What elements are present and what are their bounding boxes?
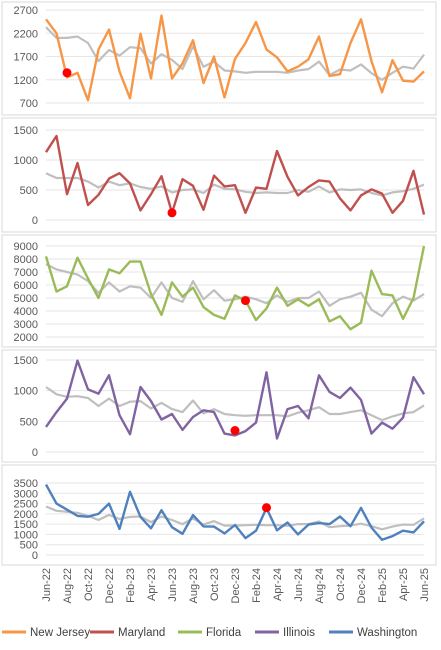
legend-item-new-jersey: New Jersey xyxy=(2,627,90,639)
panel-frame xyxy=(1,1,437,116)
y-tick-label: 1000 xyxy=(14,386,38,398)
legend-label: Florida xyxy=(206,627,242,639)
y-tick-label: 0 xyxy=(32,550,38,562)
legend: New Jersey Maryland Florida Illinois Washing… xyxy=(2,627,417,639)
series-line-average xyxy=(45,172,425,197)
x-tick-label: Dec-23 xyxy=(230,568,242,603)
legend-label: Illinois xyxy=(283,627,315,639)
series-line-average xyxy=(45,26,425,81)
series-line-new-jersey xyxy=(45,14,425,102)
chart-panels: 7001200170022002700050010001500200030004… xyxy=(1,1,437,566)
x-tick-label: Feb-25 xyxy=(377,568,389,603)
y-tick-label: 3000 xyxy=(14,319,38,331)
highlight-marker xyxy=(167,208,177,218)
y-tick-label: 2700 xyxy=(14,5,38,17)
legend-label: Washington xyxy=(357,627,417,639)
x-tick-label: Apr-25 xyxy=(398,568,410,601)
x-tick-label: Jun-23 xyxy=(167,568,179,602)
y-tick-label: 500 xyxy=(20,185,38,197)
y-tick-label: 6000 xyxy=(14,280,38,292)
panel-frame xyxy=(1,117,437,233)
x-tick-label: Aug-23 xyxy=(188,568,200,603)
panel-frame xyxy=(1,234,437,348)
y-tick-label: 1000 xyxy=(14,155,38,167)
y-tick-label: 2500 xyxy=(14,499,38,511)
x-tick-label: Jun-25 xyxy=(419,568,431,602)
y-tick-label: 7000 xyxy=(14,267,38,279)
y-tick-label: 9000 xyxy=(14,241,38,253)
series-line-maryland xyxy=(44,134,426,215)
panel-frame xyxy=(1,349,437,463)
panel-4: 0 500 1000 1500 xyxy=(1,349,437,463)
series-line-florida xyxy=(44,245,426,331)
y-tick-label: 8000 xyxy=(14,254,38,266)
y-tick-label: 1700 xyxy=(14,52,38,64)
x-tick-label: Apr-23 xyxy=(146,568,158,601)
x-axis: Jun-22 Aug-22 Oct-22 Dec-22 Feb-23 Apr-23 Jun-… xyxy=(41,568,431,603)
x-tick-label: Aug-24 xyxy=(314,568,326,603)
y-tick-label: 3000 xyxy=(14,488,38,500)
y-tick-label: 1500 xyxy=(14,355,38,367)
legend-item-illinois: Illinois xyxy=(255,627,315,639)
y-tick-label: 4000 xyxy=(14,306,38,318)
y-tick-label: 2200 xyxy=(14,28,38,40)
highlight-marker xyxy=(241,296,250,306)
x-tick-label: Feb-24 xyxy=(251,568,263,603)
x-tick-label: Apr-24 xyxy=(272,568,284,601)
legend-label: New Jersey xyxy=(30,627,90,639)
panel-frame xyxy=(1,464,437,566)
series-line-washington xyxy=(44,484,425,541)
y-tick-label: 2000 xyxy=(14,509,38,521)
panel-2: 0 500 1000 1500 xyxy=(1,117,437,233)
y-tick-label: 0 xyxy=(32,447,38,459)
highlight-marker xyxy=(62,68,72,78)
x-tick-label: Jun-24 xyxy=(293,568,305,602)
x-tick-label: Aug-22 xyxy=(62,568,74,603)
y-tick-label: 1500 xyxy=(14,519,38,531)
legend-item-florida: Florida xyxy=(178,627,242,639)
x-tick-label: Feb-23 xyxy=(125,568,137,603)
panel-1: 700 1200 1700 2200 2700 xyxy=(1,1,437,116)
y-tick-label: 3500 xyxy=(14,478,38,490)
x-tick-label: Dec-22 xyxy=(104,568,116,603)
x-tick-label: Jun-22 xyxy=(41,568,53,602)
legend-item-washington: Washington xyxy=(329,627,417,639)
highlight-marker xyxy=(230,426,240,436)
series-line-average xyxy=(45,386,425,422)
legend-item-maryland: Maryland xyxy=(90,627,165,639)
y-tick-label: 700 xyxy=(20,98,38,110)
y-tick-label: 2000 xyxy=(14,332,38,344)
y-tick-label: 0 xyxy=(32,215,38,227)
x-tick-label: Oct-22 xyxy=(83,568,95,601)
y-tick-label: 5000 xyxy=(14,293,38,305)
y-tick-label: 500 xyxy=(20,416,38,428)
y-tick-label: 1200 xyxy=(14,75,38,87)
highlight-marker xyxy=(262,503,271,513)
y-tick-label: 1500 xyxy=(14,125,38,137)
x-tick-label: Dec-24 xyxy=(356,568,368,603)
series-line-average xyxy=(45,263,425,318)
x-tick-label: Oct-24 xyxy=(335,568,347,601)
legend-label: Maryland xyxy=(118,627,165,639)
y-tick-label: 500 xyxy=(20,540,38,552)
y-tick-label: 1000 xyxy=(14,529,38,541)
x-tick-label: Oct-23 xyxy=(209,568,221,601)
series-line-illinois xyxy=(45,359,426,440)
